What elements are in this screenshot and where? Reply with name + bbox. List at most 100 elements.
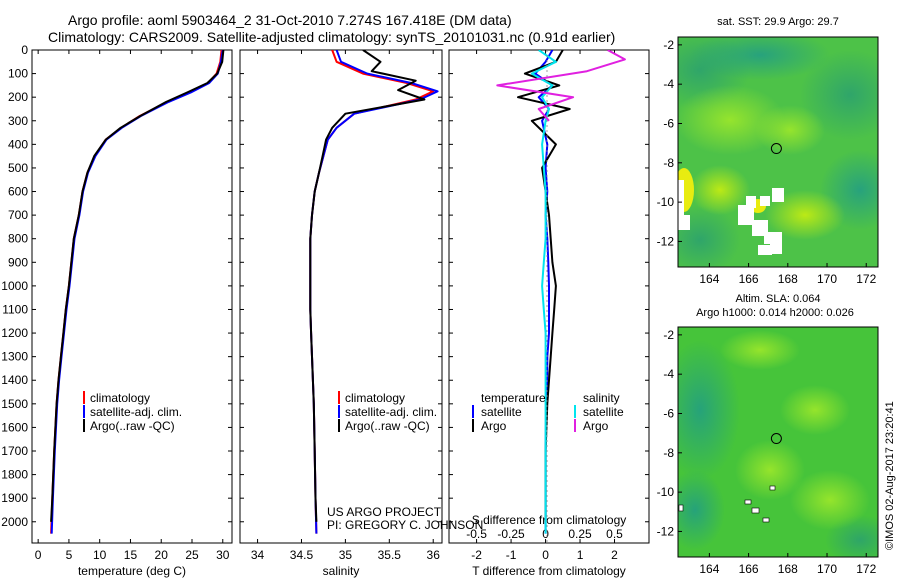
difference-panel-frame: [448, 49, 650, 544]
map-y-tick-label: -6: [663, 116, 674, 130]
y-tick-label: 1000: [1, 279, 28, 293]
x-tick-label: 30: [216, 548, 230, 562]
project-annotation: US ARGO PROJECT: [327, 505, 442, 519]
top-x-tick-label: -0.25: [497, 527, 525, 541]
x-tick-label: 20: [155, 548, 169, 562]
map-x-tick-label: 166: [739, 562, 759, 576]
legend-label-s-argo: Argo: [583, 419, 609, 433]
map-y-tick-label: -10: [657, 485, 675, 499]
legend-label-t-argo: Argo: [481, 419, 507, 433]
y-tick-label: 400: [8, 137, 28, 151]
x-tick-label: 2: [611, 548, 618, 562]
y-tick-label: 100: [8, 67, 28, 81]
x-tick-label: 0: [35, 548, 42, 562]
legend-label-t-satellite: satellite: [481, 405, 522, 419]
difference-legend: temperature salinity satellite Argo sate…: [472, 391, 624, 433]
series-line-argo: [50, 50, 225, 522]
x-tick-label: 10: [93, 548, 107, 562]
figure-title-line2: Climatology: CARS2009. Satellite-adjuste…: [48, 29, 615, 45]
sst-warm-patch: [765, 190, 845, 240]
sst-cool-patch: [690, 37, 830, 80]
difference-series: [496, 50, 626, 534]
x-tick-label: 1: [577, 548, 584, 562]
sla-map-frame: [677, 326, 879, 558]
salinity-panel-frame: [239, 49, 443, 544]
sst-map-title: sat. SST: 29.9 Argo: 29.7: [717, 16, 839, 28]
map-y-tick-label: -12: [657, 524, 675, 538]
salinity-series: [309, 50, 439, 534]
series-line-s-argo: [496, 50, 626, 122]
sla-low-patch: [678, 470, 725, 550]
map-x-tick-label: 168: [778, 272, 798, 286]
legend-label-s-satellite: satellite: [583, 405, 624, 419]
temperature-series: [50, 50, 225, 534]
series-line-satellite: [309, 50, 439, 534]
map-x-tick-label: 166: [739, 272, 759, 286]
sla-map-title: Altim. SLA: 0.064: [736, 293, 821, 305]
temperature-axis-ticks: 0 5 10 15 20 25 300100200300400500600700800900…: [1, 43, 232, 562]
legend-label-satellite: satellite-adj. clim.: [90, 405, 182, 419]
map-x-tick-label: 170: [817, 562, 837, 576]
x-tick-label: -1: [506, 548, 517, 562]
legend-header-salinity: salinity: [583, 391, 620, 405]
difference-axis-ticks: -2 -1 0 1 2 -0.5 -0.25 0 0.25 0.5: [449, 49, 649, 562]
map-y-tick-label: -6: [663, 406, 674, 420]
salinity-legend: climatology satellite-adj. clim. Argo(..…: [338, 391, 437, 433]
x-tick-label: 34.5: [290, 548, 314, 562]
sst-map-frame: [677, 36, 879, 268]
x-tick-label: 15: [124, 548, 138, 562]
sla-high-patch: [735, 440, 805, 500]
sst-map-field: [678, 37, 878, 267]
y-tick-label: 1700: [1, 444, 28, 458]
map-y-tick-label: -4: [663, 367, 674, 381]
y-tick-label: 2000: [1, 515, 28, 529]
float-position-marker: [770, 143, 782, 155]
y-tick-label: 300: [8, 114, 28, 128]
y-tick-label: 700: [8, 208, 28, 222]
salinity-xlabel: salinity: [323, 564, 360, 578]
y-tick-label: 600: [8, 185, 28, 199]
series-line-t-satellite: [534, 50, 554, 534]
series-line-climatology: [50, 50, 223, 534]
y-tick-label: 0: [21, 43, 28, 57]
y-tick-label: 1400: [1, 373, 28, 387]
legend-label-argo: Argo(..raw -QC): [345, 419, 430, 433]
y-tick-label: 1600: [1, 420, 28, 434]
map-y-tick-label: -2: [663, 328, 674, 342]
map-y-tick-label: -10: [657, 195, 675, 209]
sla-map-axis-ticks: 164 166 168 170 172 -2 -4 -6 -8 -10 -12: [657, 328, 877, 576]
difference-xlabel: T difference from climatology: [472, 564, 626, 578]
sst-warm-patch: [690, 165, 750, 215]
map-y-tick-label: -2: [663, 38, 674, 52]
x-tick-label: 35: [339, 548, 353, 562]
legend-header-temperature: temperature: [481, 391, 546, 405]
y-tick-label: 800: [8, 232, 28, 246]
y-tick-label: 1100: [2, 302, 28, 316]
y-tick-label: 1900: [1, 491, 28, 505]
x-tick-label: 35.5: [378, 548, 402, 562]
x-tick-label: -2: [471, 548, 482, 562]
legend-label-satellite: satellite-adj. clim.: [345, 405, 437, 419]
map-y-tick-label: -12: [657, 234, 675, 248]
map-x-tick-label: 172: [856, 562, 876, 576]
sla-high-patch: [720, 330, 800, 370]
legend-label-climatology: climatology: [345, 391, 405, 405]
sla-high-patch: [790, 470, 870, 530]
sla-map-field: [678, 327, 878, 557]
x-tick-label: 36: [427, 548, 441, 562]
map-y-tick-label: -4: [663, 77, 674, 91]
float-position-marker: [770, 433, 782, 445]
series-line-climatology: [309, 50, 435, 534]
x-tick-label: 0: [542, 548, 549, 562]
y-tick-label: 1500: [1, 397, 28, 411]
sst-warm-patch: [755, 105, 825, 155]
sst-land-mask: [678, 180, 784, 255]
sla-map-subtitle: Argo h1000: 0.014 h2000: 0.026: [696, 307, 854, 319]
series-line-s-satellite: [530, 50, 557, 534]
map-y-tick-label: -8: [663, 156, 674, 170]
y-tick-label: 1200: [1, 326, 28, 340]
top-x-tick-label: 0.25: [568, 527, 592, 541]
y-tick-label: 1300: [1, 350, 28, 364]
map-x-tick-label: 168: [778, 562, 798, 576]
